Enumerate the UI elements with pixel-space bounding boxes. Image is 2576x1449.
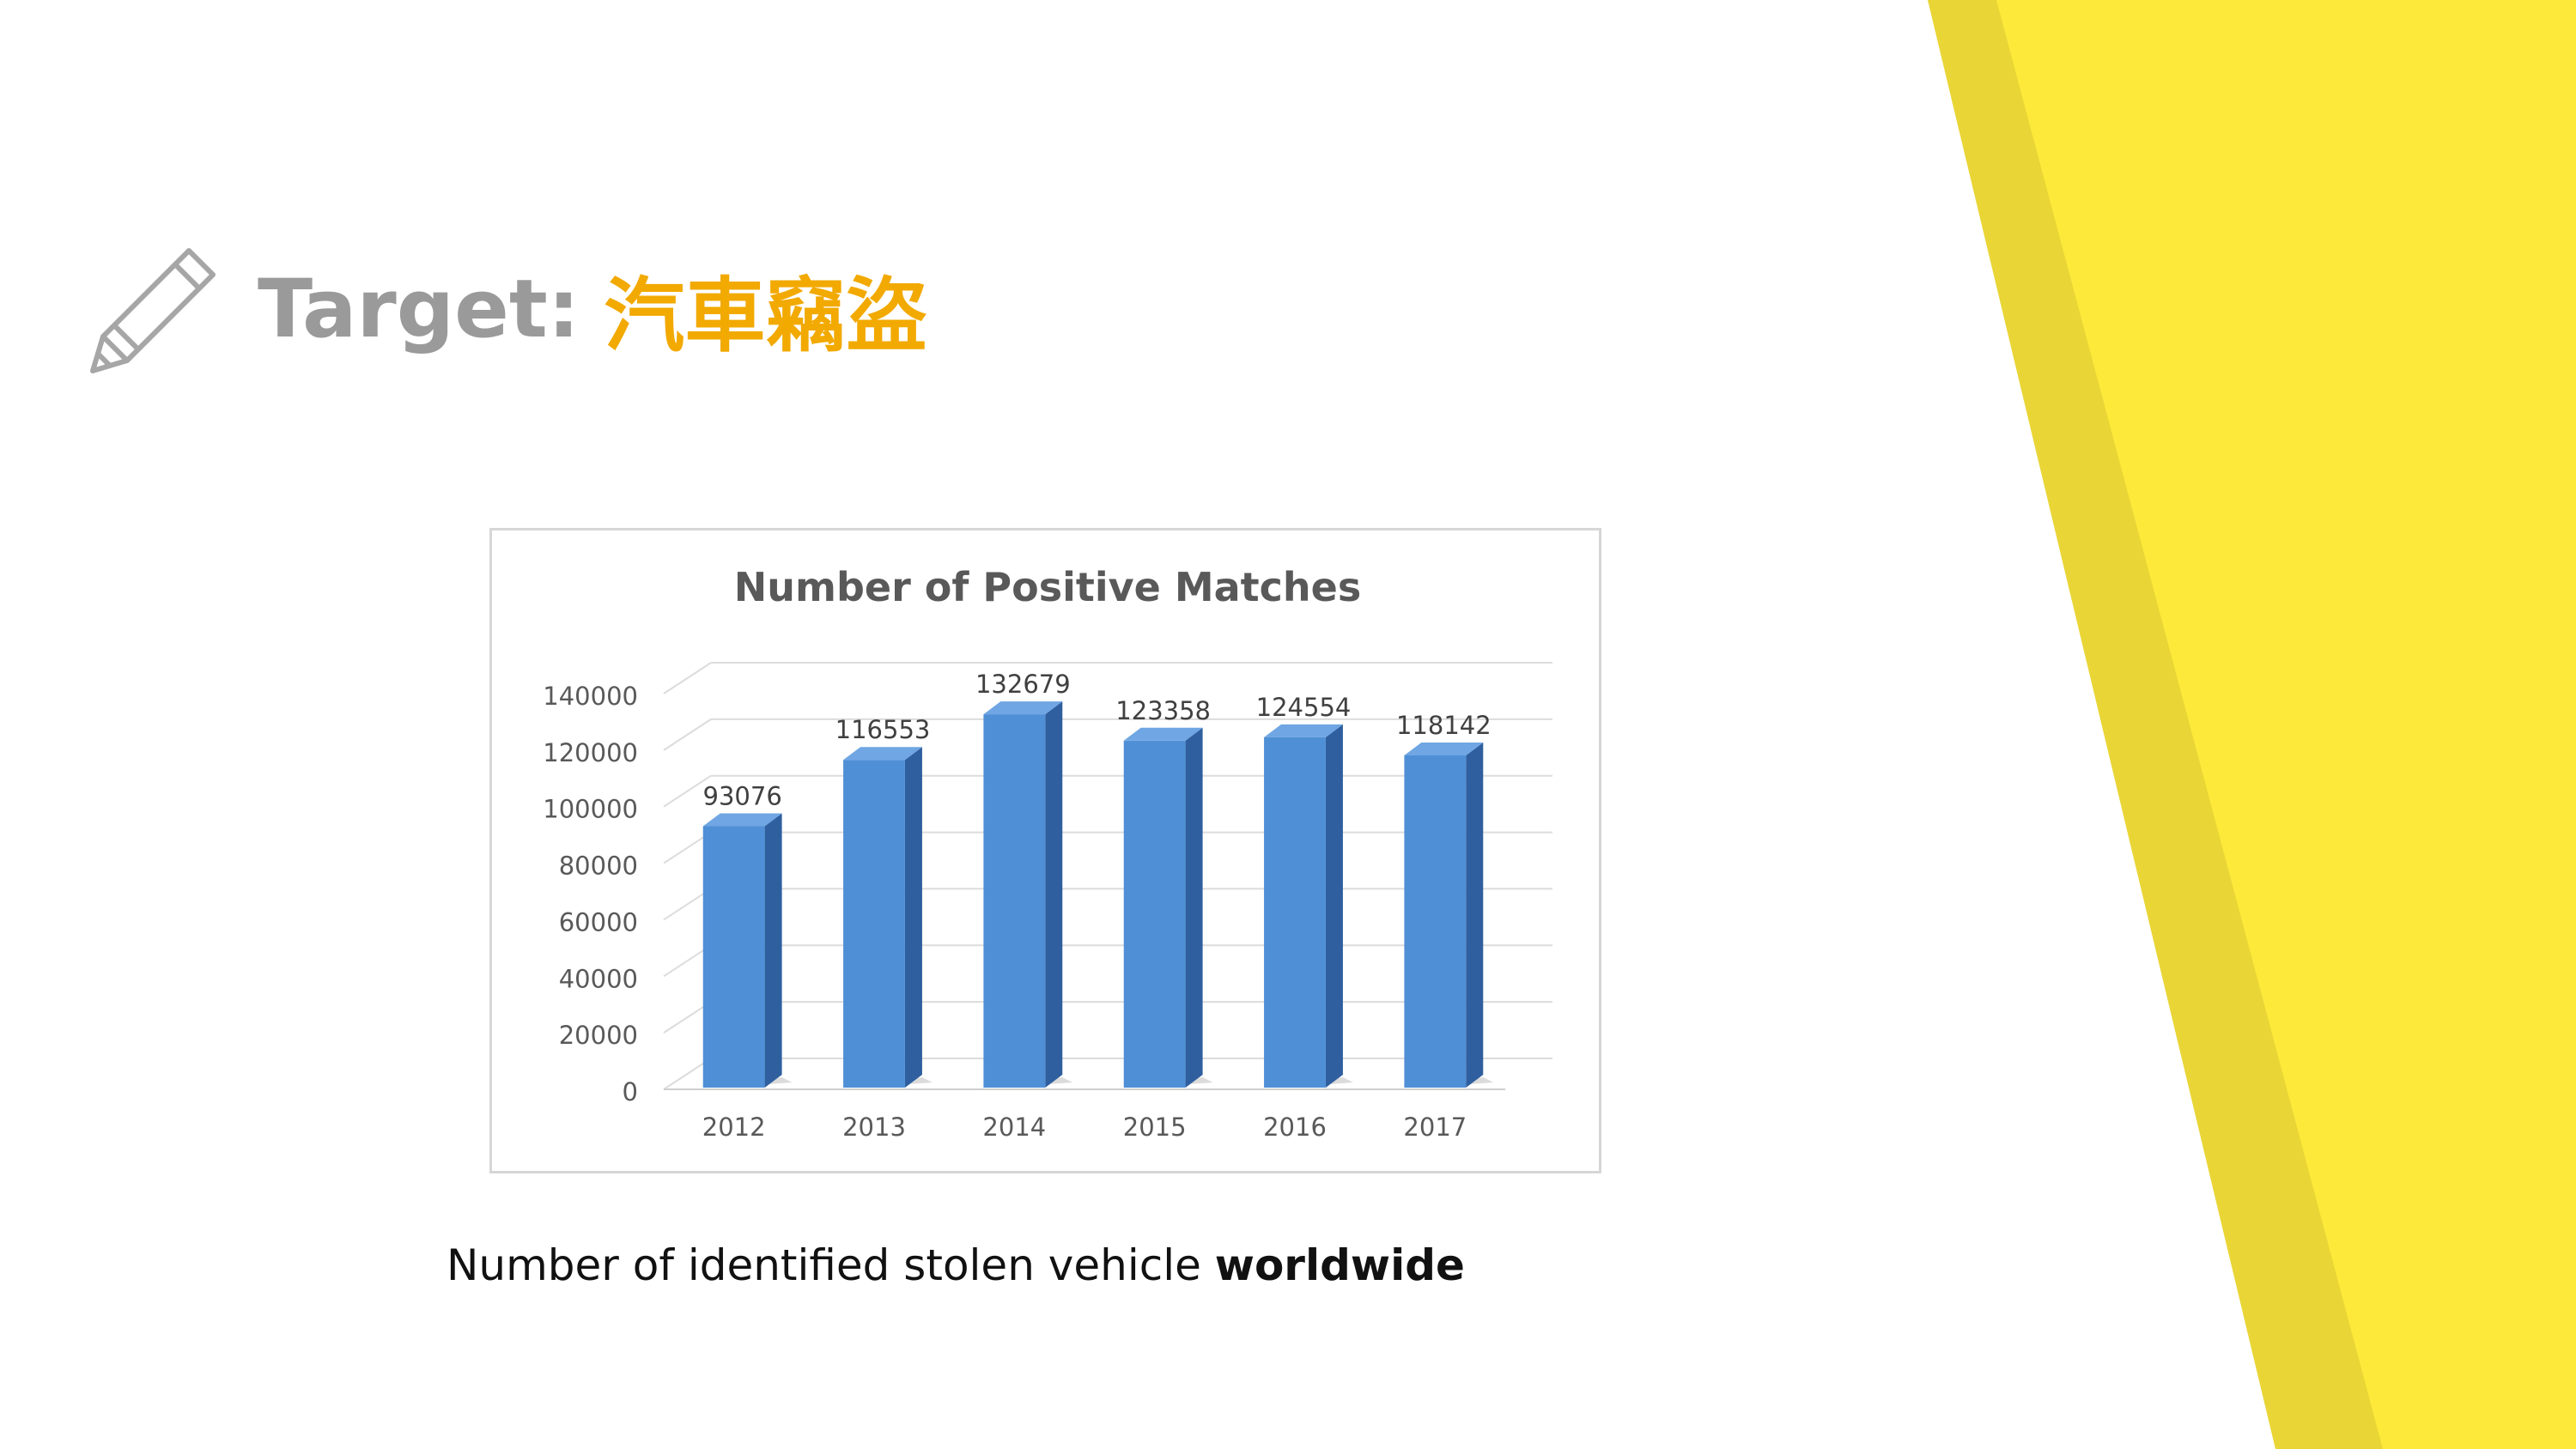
y-tick-label: 0 (623, 1077, 638, 1106)
pencil-icon (90, 248, 216, 373)
data-label: 116553 (835, 715, 931, 744)
bar (1264, 737, 1326, 1088)
y-tick-label: 40000 (559, 964, 638, 993)
data-label: 93076 (703, 782, 782, 811)
y-tick-label: 60000 (559, 907, 638, 937)
slide-title: Target: 汽車竊盜 (258, 249, 927, 369)
gridline-depth (663, 662, 712, 694)
bar (1123, 740, 1186, 1088)
y-tick-label: 120000 (543, 738, 638, 767)
x-tick-label: 2015 (1123, 1113, 1187, 1142)
data-label: 118142 (1396, 711, 1492, 740)
bar-side (1325, 724, 1343, 1088)
bar-top (1264, 724, 1343, 737)
yellow-accent-band (1996, 0, 2576, 1449)
bar-top (1404, 742, 1484, 755)
x-tick-label: 2014 (982, 1113, 1046, 1142)
bar-top (843, 747, 922, 761)
bar-side (1185, 727, 1203, 1088)
x-tick-label: 2013 (842, 1113, 906, 1142)
y-tick-label: 100000 (543, 795, 638, 824)
bar-side (764, 813, 782, 1088)
caption-emphasis: worldwide (1214, 1240, 1465, 1290)
title-label: Target: (258, 262, 580, 356)
x-tick-label: 2012 (702, 1113, 766, 1142)
bar-top (1123, 727, 1203, 741)
caption-text: Number of identified stolen vehicle (447, 1240, 1215, 1290)
bar (843, 760, 905, 1088)
y-tick-label: 20000 (559, 1021, 638, 1050)
x-tick-label: 2016 (1263, 1113, 1327, 1142)
title-topic: 汽車竊盜 (604, 270, 927, 363)
bar-side (1466, 742, 1484, 1088)
bar (1404, 755, 1467, 1088)
x-tick-label: 2017 (1403, 1113, 1467, 1142)
y-tick-label: 140000 (543, 682, 638, 711)
data-label: 123358 (1115, 696, 1211, 725)
gridline-depth (663, 718, 712, 751)
bar-side (904, 747, 922, 1088)
chart-frame: Number of Positive Matches 0 20000 40000 600… (489, 528, 1601, 1173)
bar (702, 826, 765, 1088)
chart-title: Number of Positive Matches (734, 564, 1361, 610)
bar (983, 714, 1046, 1088)
bar-top (983, 701, 1063, 715)
bar-top (702, 813, 782, 827)
data-label: 132679 (975, 670, 1071, 699)
data-label: 124554 (1256, 693, 1352, 722)
y-tick-label: 80000 (559, 852, 638, 881)
bar-chart: Number of Positive Matches 0 20000 40000 600… (543, 564, 1552, 1142)
chart-caption: Number of identified stolen vehicle worl… (447, 1240, 1631, 1290)
gridline-depth (663, 774, 712, 808)
bar-side (1045, 701, 1063, 1088)
